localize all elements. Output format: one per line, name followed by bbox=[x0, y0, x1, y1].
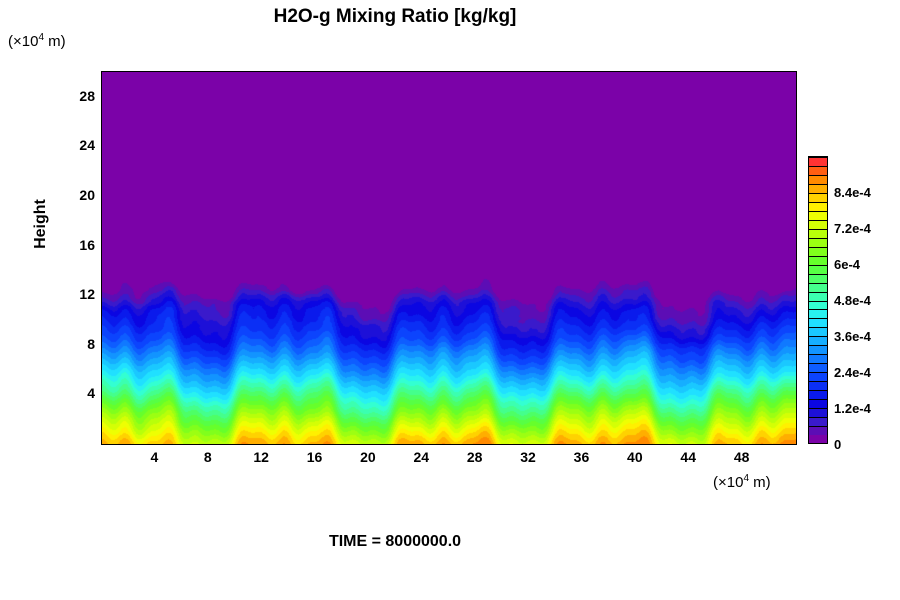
x-tick-label: 4 bbox=[150, 449, 159, 465]
x-tick-label: 20 bbox=[360, 449, 376, 465]
x-axis-ticks: 4 8 12 16 20 24 28 32 36 40 44 48 bbox=[101, 450, 795, 470]
contour-field-canvas bbox=[102, 72, 796, 444]
colorbar-band bbox=[809, 318, 827, 328]
colorbar-tick-label: 2.4e-4 bbox=[834, 365, 871, 380]
x-tick-label: 44 bbox=[680, 449, 696, 465]
colorbar-band bbox=[809, 228, 827, 238]
y-tick-label: 24 bbox=[79, 137, 95, 154]
x-tick-label: 24 bbox=[413, 449, 430, 465]
colorbar-gradient[interactable] bbox=[808, 156, 828, 444]
colorbar-band bbox=[809, 210, 827, 220]
colorbar-band bbox=[809, 354, 827, 364]
colorbar-band bbox=[809, 165, 827, 175]
colorbar-tick-label: 1.2e-4 bbox=[834, 401, 871, 416]
colorbar-band bbox=[809, 381, 827, 391]
colorbar-band bbox=[809, 300, 827, 310]
colorbar-band bbox=[809, 327, 827, 337]
colorbar-band bbox=[809, 255, 827, 265]
colorbar-band bbox=[809, 345, 827, 355]
colorbar-tick-label: 8.4e-4 bbox=[834, 185, 871, 200]
colorbar-band bbox=[809, 336, 827, 346]
colorbar-tick-label: 3.6e-4 bbox=[834, 329, 871, 344]
x-tick-label: 32 bbox=[520, 449, 536, 465]
colorbar-band bbox=[809, 372, 827, 382]
colorbar-band bbox=[809, 309, 827, 319]
x-tick-label: 36 bbox=[573, 449, 590, 465]
colorbar-tick-labels: 0 1.2e-4 2.4e-4 3.6e-4 4.8e-4 6e-4 7.2e-4 8.4e-… bbox=[834, 156, 892, 451]
colorbar: 0 1.2e-4 2.4e-4 3.6e-4 4.8e-4 6e-4 7.2e-4 8.4e-… bbox=[808, 156, 892, 451]
y-tick-label: 8 bbox=[87, 335, 95, 352]
x-tick-label: 40 bbox=[627, 449, 643, 465]
contour-plot-area[interactable] bbox=[101, 71, 797, 445]
colorbar-band bbox=[809, 201, 827, 211]
y-tick-label: 16 bbox=[79, 236, 95, 253]
colorbar-tick-label: 7.2e-4 bbox=[834, 221, 871, 236]
x-unit-prefix: (×10 bbox=[713, 474, 744, 491]
page-title: H2O-g Mixing Ratio [kg/kg] bbox=[273, 6, 517, 27]
x-tick-label: 28 bbox=[466, 449, 483, 465]
x-tick-label: 12 bbox=[253, 449, 269, 465]
colorbar-band bbox=[809, 435, 827, 443]
colorbar-band bbox=[809, 183, 827, 193]
colorbar-tick-label: 6e-4 bbox=[834, 257, 861, 272]
colorbar-band bbox=[809, 390, 827, 400]
colorbar-band bbox=[809, 399, 827, 409]
y-unit-exponent: 4 bbox=[38, 32, 45, 43]
colorbar-band bbox=[809, 264, 827, 274]
colorbar-band bbox=[809, 219, 827, 229]
colorbar-band bbox=[809, 237, 827, 247]
colorbar-band bbox=[809, 282, 827, 292]
colorbar-band bbox=[809, 174, 827, 184]
y-tick-label: 4 bbox=[87, 385, 95, 402]
colorbar-band bbox=[809, 291, 827, 301]
y-axis-title: Height bbox=[32, 199, 49, 249]
x-axis-unit-label: (×104 m) bbox=[713, 473, 771, 492]
colorbar-tick-label: 4.8e-4 bbox=[834, 293, 871, 308]
y-tick-label: 20 bbox=[79, 187, 95, 203]
x-tick-label: 16 bbox=[306, 449, 323, 465]
y-tick-label: 12 bbox=[79, 286, 95, 303]
x-unit-exponent: 4 bbox=[743, 473, 750, 484]
y-unit-suffix: m) bbox=[44, 33, 66, 50]
y-axis-unit-label: (×104 m) bbox=[8, 32, 66, 51]
colorbar-band bbox=[809, 417, 827, 427]
x-tick-label: 8 bbox=[203, 449, 212, 465]
colorbar-band bbox=[809, 426, 827, 436]
x-tick-label: 48 bbox=[733, 449, 750, 465]
y-unit-prefix: (×10 bbox=[8, 33, 39, 50]
colorbar-band bbox=[809, 157, 827, 166]
y-tick-label: 28 bbox=[79, 87, 95, 104]
colorbar-band bbox=[809, 363, 827, 373]
colorbar-band bbox=[809, 192, 827, 202]
x-unit-suffix: m) bbox=[749, 474, 771, 491]
colorbar-band bbox=[809, 273, 827, 283]
y-axis-ticks: 4 8 12 16 20 24 28 bbox=[61, 71, 95, 443]
colorbar-tick-label: 0 bbox=[834, 437, 842, 452]
colorbar-band bbox=[809, 246, 827, 256]
colorbar-band bbox=[809, 408, 827, 418]
time-annotation: TIME = 8000000.0 bbox=[328, 533, 462, 550]
